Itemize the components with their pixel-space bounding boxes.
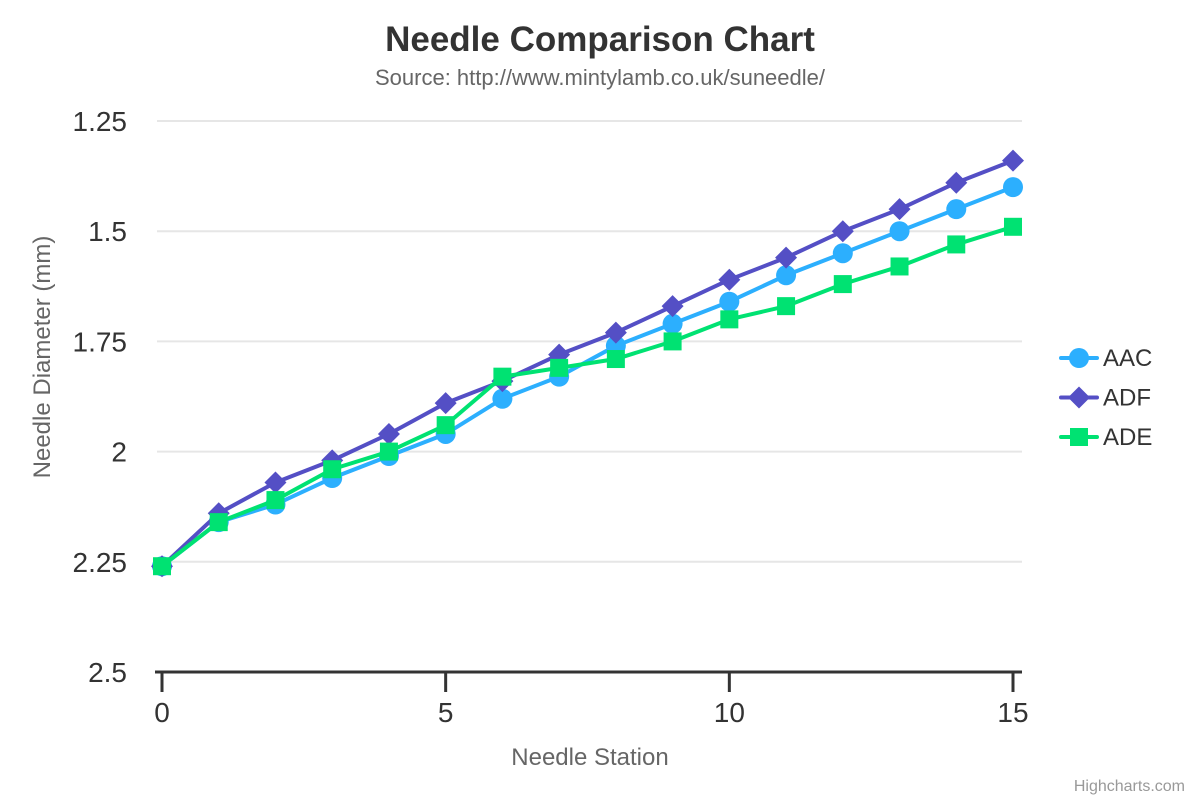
series-adf-point[interactable] xyxy=(661,295,684,318)
series-adf-point[interactable] xyxy=(1002,149,1024,172)
y-axis-title: Needle Diameter (mm) xyxy=(29,236,56,479)
series-ade xyxy=(153,217,1022,576)
series-aac-point[interactable] xyxy=(492,388,513,409)
series-ade-line[interactable] xyxy=(160,224,1015,569)
x-axis-label: 10 xyxy=(714,697,745,728)
series-aac-point[interactable] xyxy=(889,221,910,242)
legend-item-ade[interactable]: ADE xyxy=(1059,424,1152,451)
y-axis-label: 1.25 xyxy=(73,106,128,137)
series-ade-point[interactable] xyxy=(379,442,398,461)
series-adf-point[interactable] xyxy=(775,246,798,269)
series-adf-line[interactable] xyxy=(160,158,1015,569)
y-axis-label: 1.5 xyxy=(88,216,127,247)
circle-marker-icon[interactable] xyxy=(1069,348,1089,368)
series-adf-point[interactable] xyxy=(831,220,854,243)
series-ade-point[interactable] xyxy=(550,358,569,377)
x-axis-label: 15 xyxy=(997,697,1028,728)
series-ade-point[interactable] xyxy=(833,275,852,294)
series-ade-point[interactable] xyxy=(606,350,625,369)
legend-label: ADF xyxy=(1103,385,1151,412)
series-ade-point[interactable] xyxy=(777,297,796,316)
series-aac-point[interactable] xyxy=(832,243,853,264)
series-ade-point[interactable] xyxy=(153,557,171,576)
legend-item-adf[interactable]: ADF xyxy=(1059,385,1151,412)
series-ade-point[interactable] xyxy=(890,257,909,276)
chart-subtitle: Source: http://www.mintylamb.co.uk/sunee… xyxy=(375,65,826,90)
y-axis-label: 2.5 xyxy=(88,657,127,688)
series-aac-point[interactable] xyxy=(1003,177,1023,198)
series-ade-point[interactable] xyxy=(323,460,342,479)
series-aac-point[interactable] xyxy=(662,313,683,334)
x-axis-label: 0 xyxy=(154,697,170,728)
chart-title: Needle Comparison Chart xyxy=(385,20,815,59)
series-aac xyxy=(152,177,1023,577)
series-adf-point[interactable] xyxy=(377,422,400,445)
series-adf-point[interactable] xyxy=(718,268,741,291)
series-aac-point[interactable] xyxy=(719,291,740,312)
series-adf-point[interactable] xyxy=(888,198,911,221)
legend-label: AAC xyxy=(1103,345,1152,372)
legend-label: ADE xyxy=(1103,424,1152,451)
series-ade-point[interactable] xyxy=(947,235,966,254)
square-marker-icon[interactable] xyxy=(1070,428,1088,446)
legend-item-aac[interactable]: AAC xyxy=(1059,345,1152,372)
diamond-marker-icon[interactable] xyxy=(1068,386,1090,409)
series-ade-point[interactable] xyxy=(209,513,228,532)
highcharts-credits-link[interactable]: Highcharts.com xyxy=(1074,778,1185,795)
series-ade-point[interactable] xyxy=(1004,217,1022,236)
series-ade-point[interactable] xyxy=(436,416,455,435)
x-axis-title: Needle Station xyxy=(511,744,668,771)
series-ade-point[interactable] xyxy=(663,332,682,351)
series-aac-line[interactable] xyxy=(160,185,1015,569)
series-aac-point[interactable] xyxy=(946,199,967,220)
y-axis-label: 1.75 xyxy=(73,326,128,357)
x-axis-label: 5 xyxy=(438,697,454,728)
y-axis-label: 2 xyxy=(111,437,127,468)
series-adf-point[interactable] xyxy=(945,171,968,194)
series-adf-point[interactable] xyxy=(604,321,627,344)
y-axis-label: 2.25 xyxy=(73,547,128,578)
series-ade-point[interactable] xyxy=(266,491,285,510)
series-adf-point[interactable] xyxy=(264,471,287,494)
series-ade-point[interactable] xyxy=(493,367,512,386)
series-aac-point[interactable] xyxy=(776,265,797,286)
series-adf-point[interactable] xyxy=(434,392,457,415)
series-ade-point[interactable] xyxy=(720,310,739,329)
